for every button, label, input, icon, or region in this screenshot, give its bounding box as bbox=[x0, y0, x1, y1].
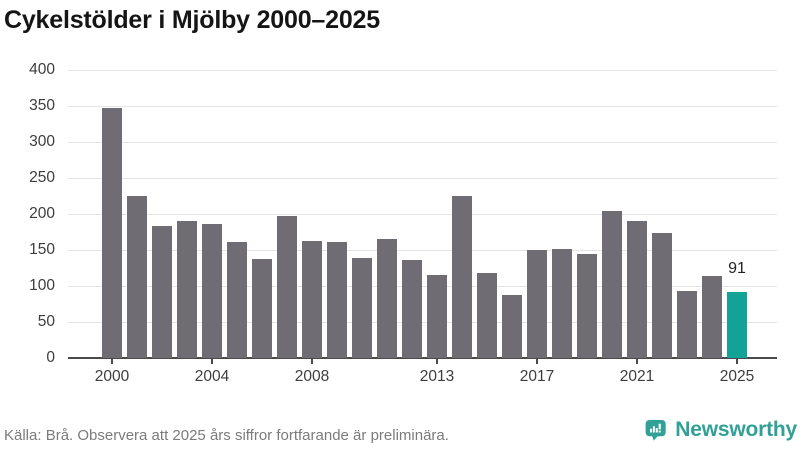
gridline-150 bbox=[68, 250, 777, 251]
newsworthy-speech-bubble-bar-chart-icon bbox=[645, 419, 666, 441]
bar-2003 bbox=[177, 221, 197, 358]
x-axis-tick-2025 bbox=[736, 359, 738, 364]
x-axis-tick-2008 bbox=[311, 359, 313, 364]
bar-2005 bbox=[227, 242, 247, 358]
bar-2018 bbox=[552, 249, 572, 358]
bar-2023 bbox=[677, 291, 697, 358]
y-axis-tick-label: 400 bbox=[29, 61, 55, 78]
bar-2007 bbox=[277, 216, 297, 358]
bar-2000 bbox=[102, 108, 122, 358]
chart-title: Cykelstölder i Mjölby 2000–2025 bbox=[4, 6, 380, 34]
newsworthy-logo: Newsworthy bbox=[645, 412, 797, 448]
x-axis-tick-2021 bbox=[636, 359, 638, 364]
highlight-value-label: 91 bbox=[728, 260, 746, 277]
x-axis-tick-label: 2008 bbox=[294, 368, 330, 385]
bar-2017 bbox=[527, 250, 547, 358]
x-axis-line bbox=[68, 357, 777, 359]
x-axis-tick-2004 bbox=[211, 359, 213, 364]
bar-2015 bbox=[477, 273, 497, 358]
source-note: Källa: Brå. Observera att 2025 års siffr… bbox=[4, 427, 449, 444]
bar-2011 bbox=[377, 239, 397, 358]
bar-2016 bbox=[502, 295, 522, 358]
x-axis-tick-2000 bbox=[111, 359, 113, 364]
bar-2013 bbox=[427, 275, 447, 358]
bar-2019 bbox=[577, 254, 597, 358]
bar-2020 bbox=[602, 211, 622, 358]
newsworthy-logo-text: Newsworthy bbox=[675, 418, 797, 441]
y-axis-tick-label: 0 bbox=[46, 349, 55, 366]
gridline-300 bbox=[68, 142, 777, 143]
x-axis-tick-label: 2004 bbox=[194, 368, 230, 385]
bar-2006 bbox=[252, 259, 272, 358]
bar-2009 bbox=[327, 242, 347, 358]
bar-2014 bbox=[452, 196, 472, 358]
bar-2008 bbox=[302, 241, 322, 358]
y-axis-tick-label: 350 bbox=[29, 97, 55, 114]
y-axis-tick-label: 250 bbox=[29, 169, 55, 186]
x-axis-tick-label: 2017 bbox=[519, 368, 555, 385]
y-axis-tick-label: 100 bbox=[29, 277, 55, 294]
bar-2025 bbox=[727, 292, 747, 358]
bar-2022 bbox=[652, 233, 672, 358]
x-axis-tick-2013 bbox=[436, 359, 438, 364]
y-axis-tick-label: 150 bbox=[29, 241, 55, 258]
x-axis-tick-2017 bbox=[536, 359, 538, 364]
y-axis-tick-label: 300 bbox=[29, 133, 55, 150]
gridline-50 bbox=[68, 322, 777, 323]
x-axis-tick-label: 2025 bbox=[719, 368, 755, 385]
y-axis-tick-label: 50 bbox=[37, 313, 55, 330]
x-axis-tick-label: 2021 bbox=[619, 368, 655, 385]
bar-2012 bbox=[402, 260, 422, 358]
bar-2002 bbox=[152, 226, 172, 358]
x-axis-tick-label: 2013 bbox=[419, 368, 455, 385]
gridline-400 bbox=[68, 70, 777, 71]
gridline-200 bbox=[68, 214, 777, 215]
gridline-350 bbox=[68, 106, 777, 107]
bar-2024 bbox=[702, 276, 722, 358]
gridline-100 bbox=[68, 286, 777, 287]
bar-2001 bbox=[127, 196, 147, 358]
bar-2021 bbox=[627, 221, 647, 358]
x-axis-tick-label: 2000 bbox=[94, 368, 130, 385]
bar-2004 bbox=[202, 224, 222, 358]
y-axis-tick-label: 200 bbox=[29, 205, 55, 222]
gridline-250 bbox=[68, 178, 777, 179]
bar-2010 bbox=[352, 258, 372, 358]
